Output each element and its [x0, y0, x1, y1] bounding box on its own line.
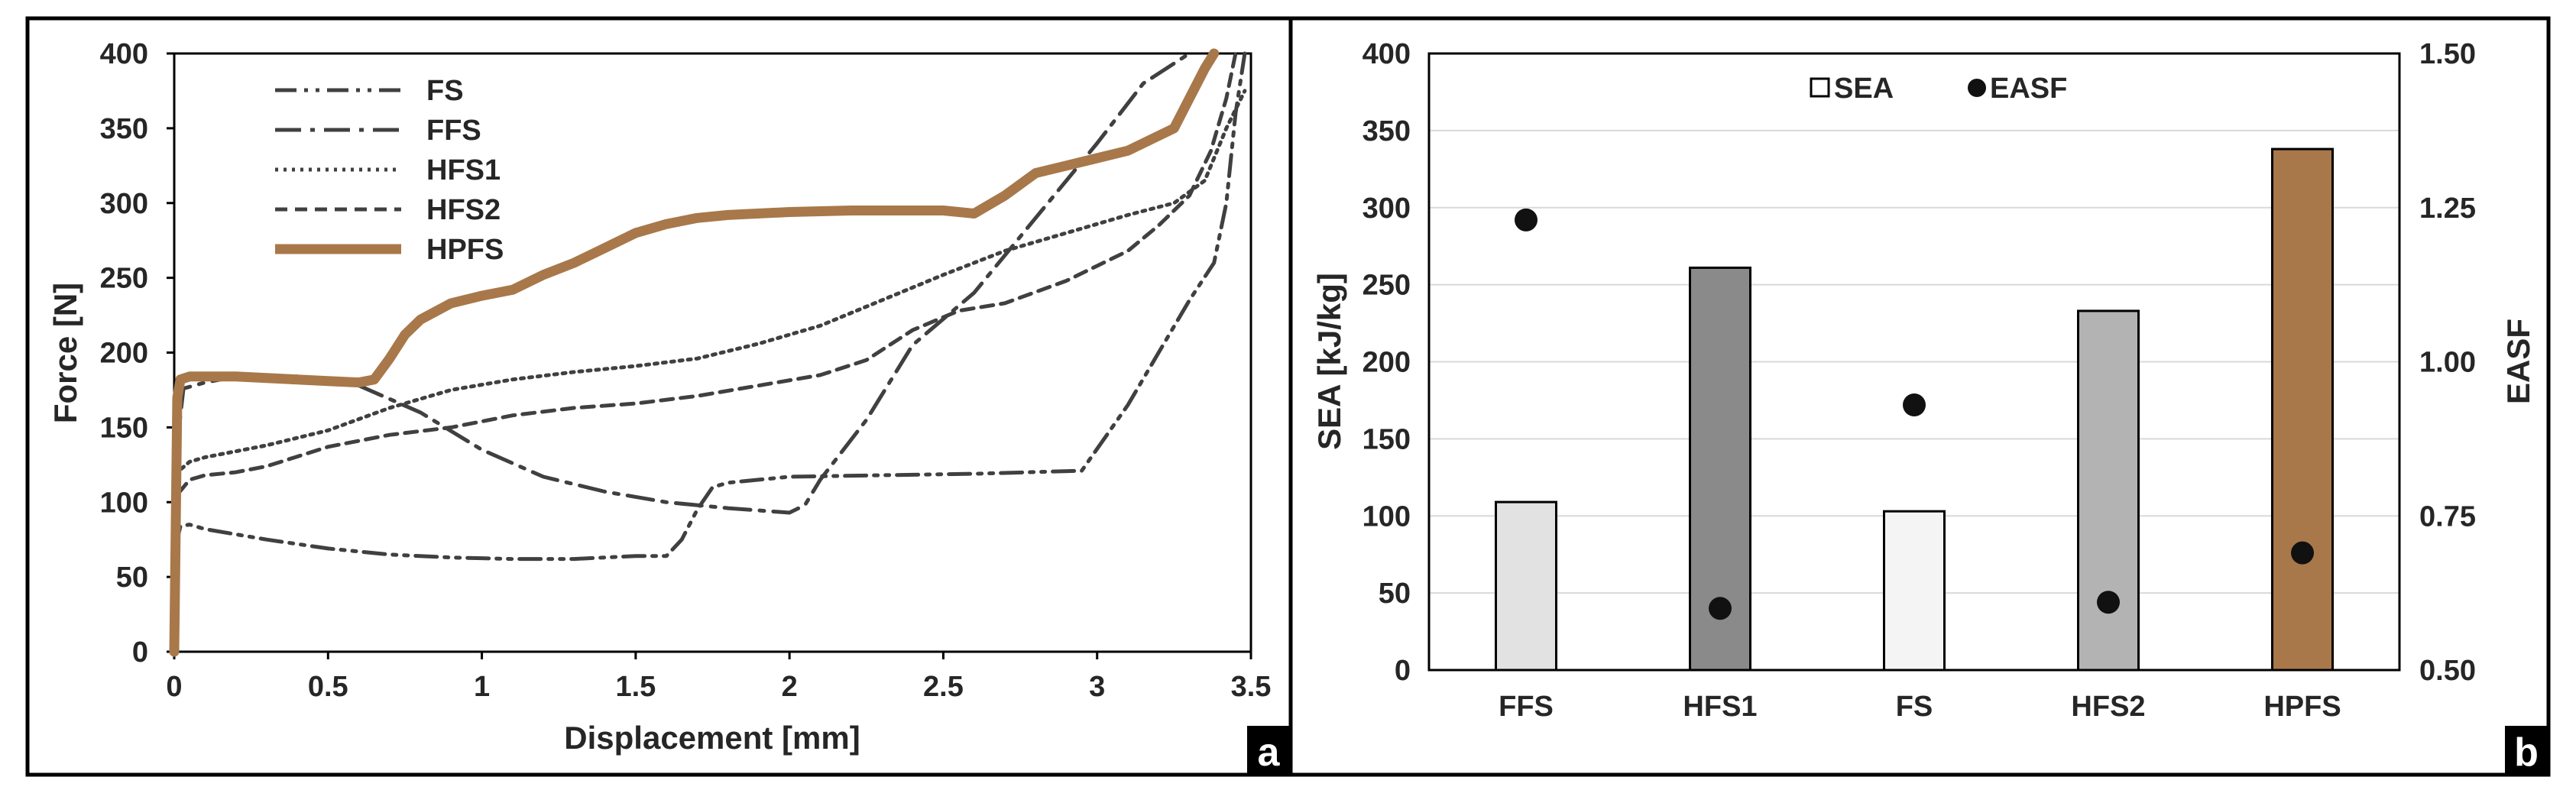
x-tick-label-a: 2	[782, 671, 798, 703]
panel-b-tag-box	[2505, 726, 2548, 775]
x-tick-label-a: 2.5	[923, 671, 964, 703]
panel-a-tag-box	[1247, 726, 1291, 775]
y-tick-label-b: 50	[1379, 578, 1411, 610]
legend-swatch-sea	[1810, 77, 1830, 98]
legend-label-hpfs: HPFS	[426, 234, 504, 266]
y-tick-label-b: 250	[1363, 270, 1411, 302]
x-axis-label-a: Displacement [mm]	[564, 720, 860, 756]
y-tick-label-b: 400	[1363, 38, 1411, 70]
marker-easf-ffs	[1515, 208, 1537, 232]
y-axis-label-a: Force [N]	[47, 283, 83, 423]
y2-axis-label-b: EASF	[2500, 319, 2536, 404]
y-tick-label-b: 200	[1363, 347, 1411, 379]
legend-label-easf: EASF	[1990, 73, 2067, 105]
y-tick-label-a: 350	[100, 113, 148, 145]
y2-tick-label-b: 1.00	[2419, 347, 2476, 379]
panel-a-tag: a	[1258, 730, 1281, 775]
y-tick-label-b: 150	[1363, 423, 1411, 455]
y-tick-label-a: 200	[100, 338, 148, 370]
marker-easf-hfs2	[2097, 591, 2120, 614]
x-tick-label-a: 0	[166, 671, 182, 703]
series-line-fs	[172, 51, 1247, 654]
panel-b-tag: b	[2514, 730, 2539, 775]
y-tick-label-a: 0	[132, 636, 148, 669]
y-tick-label-a: 300	[100, 188, 148, 220]
y-tick-label-a: 150	[100, 412, 148, 444]
bar-sea-fs	[1883, 510, 1946, 672]
y2-tick-label-b: 1.50	[2419, 38, 2476, 70]
x-tick-label-a: 3.5	[1231, 671, 1272, 703]
series-line-hpfs	[169, 48, 1220, 657]
series-line-hfs2	[172, 51, 1238, 654]
y-tick-label-b: 0	[1395, 655, 1411, 687]
plot-area-b	[1427, 52, 2401, 672]
marker-easf-hfs1	[1709, 597, 1732, 620]
y-tick-label-b: 300	[1363, 193, 1411, 225]
x-tick-label-a: 1.5	[615, 671, 656, 703]
y2-tick-label-b: 1.25	[2419, 193, 2476, 225]
y-tick-label-a: 100	[100, 487, 148, 519]
legend-label-sea: SEA	[1834, 73, 1894, 105]
x-tick-label-a: 0.5	[308, 671, 348, 703]
x-tick-label-b: HFS2	[2071, 691, 2145, 723]
x-tick-label-a: 1	[474, 671, 490, 703]
x-tick-label-b: FS	[1896, 691, 1933, 723]
y2-tick-label-b: 0.50	[2419, 655, 2476, 687]
x-tick-label-b: FFS	[1499, 691, 1554, 723]
y-tick-label-a: 250	[100, 263, 148, 295]
marker-easf-hpfs	[2291, 541, 2314, 565]
y-tick-label-b: 350	[1363, 115, 1411, 147]
panel-b-chart: 0 50 100 150 200 250 300 350 400 0.50 0.75 1.00 1.2…	[1311, 38, 2548, 775]
legend-label-fs: FS	[426, 75, 464, 107]
legend-label-hfs1: HFS1	[426, 154, 501, 186]
panel-b-frame	[1288, 16, 2551, 777]
bar-sea-hpfs	[2271, 147, 2334, 672]
y-tick-label-a: 50	[116, 562, 148, 594]
marker-easf-fs	[1903, 393, 1926, 416]
panel-a-chart: 0 50 100 150 200 250 300 350 400 0 0.5 1 1.5 2 2.5 3 3.…	[47, 38, 1291, 775]
x-tick-label-a: 3	[1089, 671, 1105, 703]
legend-label-ffs: FFS	[426, 115, 481, 147]
y-tick-label-b: 100	[1363, 500, 1411, 533]
bar-sea-hfs2	[2077, 309, 2140, 672]
y-tick-label-a: 400	[100, 38, 148, 70]
legend-label-hfs2: HFS2	[426, 194, 501, 226]
x-tick-label-b: HPFS	[2263, 691, 2341, 723]
y-axis-label-b: SEA [kJ/kg]	[1311, 273, 1347, 450]
legend-swatch-easf	[1968, 79, 1986, 97]
bar-sea-ffs	[1495, 500, 1557, 672]
y2-tick-label-b: 0.75	[2419, 500, 2476, 533]
x-tick-label-b: HFS1	[1683, 691, 1757, 723]
series-line-hfs1	[172, 89, 1247, 654]
